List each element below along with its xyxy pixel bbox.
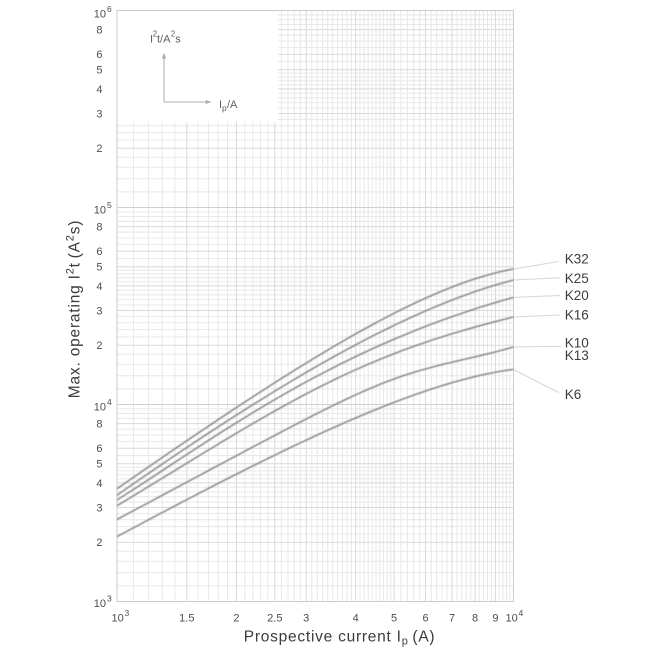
svg-text:10: 10 bbox=[94, 401, 106, 413]
svg-text:3: 3 bbox=[303, 612, 309, 624]
svg-text:K25: K25 bbox=[565, 271, 589, 286]
svg-text:2: 2 bbox=[96, 143, 102, 155]
svg-text:4: 4 bbox=[519, 608, 524, 618]
svg-text:1.5: 1.5 bbox=[179, 612, 194, 624]
svg-text:2: 2 bbox=[96, 340, 102, 352]
svg-text:4: 4 bbox=[353, 612, 359, 624]
svg-text:6: 6 bbox=[107, 4, 112, 14]
svg-text:10: 10 bbox=[94, 204, 106, 216]
svg-text:Prospective current Ip (A): Prospective current Ip (A) bbox=[244, 629, 436, 648]
svg-text:4: 4 bbox=[96, 478, 102, 490]
svg-text:9: 9 bbox=[492, 612, 498, 624]
svg-text:2: 2 bbox=[96, 537, 102, 549]
svg-text:4: 4 bbox=[96, 281, 102, 293]
svg-text:5: 5 bbox=[107, 200, 112, 210]
svg-text:s: s bbox=[175, 34, 181, 46]
svg-text:6: 6 bbox=[96, 246, 102, 258]
svg-text:2: 2 bbox=[171, 30, 176, 39]
svg-text:8: 8 bbox=[96, 419, 102, 431]
svg-text:3: 3 bbox=[96, 108, 102, 120]
svg-text:7: 7 bbox=[449, 612, 455, 624]
svg-text:p: p bbox=[222, 103, 227, 113]
svg-text:5: 5 bbox=[96, 65, 102, 77]
svg-text:5: 5 bbox=[391, 612, 397, 624]
svg-text:2: 2 bbox=[233, 612, 239, 624]
svg-text:8: 8 bbox=[96, 25, 102, 37]
svg-text:10: 10 bbox=[506, 612, 518, 624]
svg-text:I: I bbox=[150, 34, 153, 46]
svg-text:3: 3 bbox=[96, 305, 102, 317]
svg-text:5: 5 bbox=[96, 262, 102, 274]
svg-text:6: 6 bbox=[96, 49, 102, 61]
svg-text:5: 5 bbox=[96, 459, 102, 471]
svg-text:4: 4 bbox=[107, 397, 112, 407]
svg-text:K6: K6 bbox=[565, 387, 582, 402]
svg-text:6: 6 bbox=[96, 443, 102, 455]
svg-text:K16: K16 bbox=[565, 308, 589, 323]
svg-text:3: 3 bbox=[96, 502, 102, 514]
svg-text:K32: K32 bbox=[565, 251, 589, 266]
svg-text:8: 8 bbox=[96, 222, 102, 234]
svg-text:4: 4 bbox=[96, 84, 102, 96]
svg-text:10: 10 bbox=[94, 598, 106, 610]
svg-text:3: 3 bbox=[107, 593, 112, 603]
svg-text:/A: /A bbox=[227, 99, 238, 111]
svg-text:K13: K13 bbox=[565, 348, 589, 363]
svg-text:8: 8 bbox=[472, 612, 478, 624]
svg-text:10: 10 bbox=[112, 612, 124, 624]
svg-text:K20: K20 bbox=[565, 288, 589, 303]
svg-text:I: I bbox=[219, 99, 222, 111]
svg-text:10: 10 bbox=[94, 8, 106, 20]
svg-text:2.5: 2.5 bbox=[267, 612, 282, 624]
svg-text:3: 3 bbox=[125, 608, 130, 618]
svg-text:t/A: t/A bbox=[157, 34, 171, 46]
svg-text:K10: K10 bbox=[565, 335, 589, 350]
svg-text:Max. operating I2t (A2s): Max. operating I2t (A2s) bbox=[64, 220, 83, 398]
svg-text:2: 2 bbox=[153, 30, 158, 39]
svg-text:6: 6 bbox=[422, 612, 428, 624]
